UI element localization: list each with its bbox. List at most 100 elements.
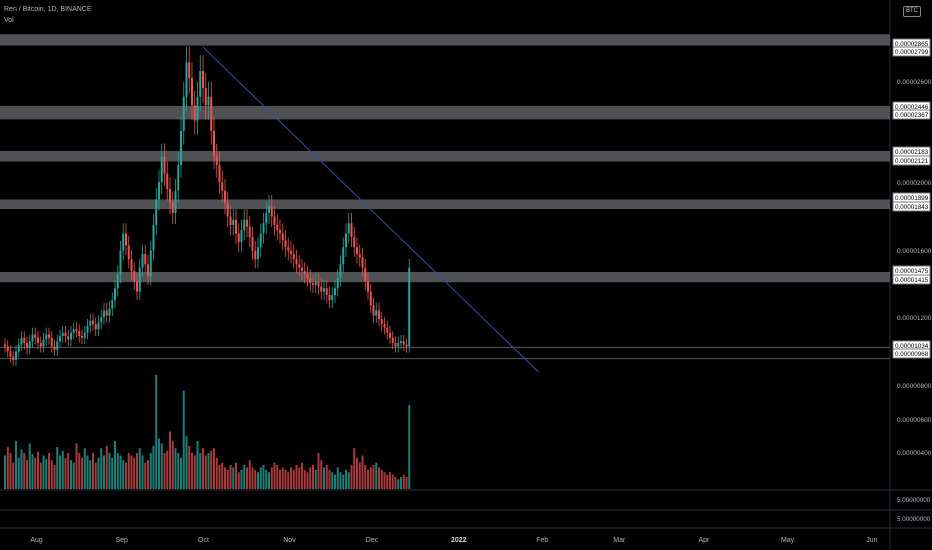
volume-bar-47 <box>133 457 136 489</box>
candle-95 <box>265 202 268 234</box>
price-label: 0.00002367 <box>895 112 929 119</box>
resistance-zone-4 <box>0 271 890 283</box>
volume-bar-35 <box>100 448 103 489</box>
volume-bar-46 <box>130 455 133 489</box>
volume-bar-82 <box>229 465 232 489</box>
volume-indicator-label[interactable]: Vol <box>4 17 14 24</box>
candle-55 <box>155 187 158 236</box>
candle-59 <box>166 161 169 201</box>
candle-body <box>210 96 213 131</box>
volume-bar-67 <box>188 445 191 489</box>
volume-bar-63 <box>177 453 180 489</box>
candle-body <box>391 337 394 343</box>
candle-body <box>70 332 72 340</box>
volume-bar-121 <box>336 467 339 489</box>
volume-bar-130 <box>361 455 364 489</box>
candle-68 <box>191 62 193 120</box>
candle-body <box>339 264 342 278</box>
candle-body <box>262 223 265 234</box>
x-tick-label: Dec <box>366 537 379 544</box>
price-label-box <box>892 201 931 212</box>
volume-bar-43 <box>122 460 125 489</box>
candle-105 <box>292 244 295 269</box>
candle-50 <box>141 244 144 277</box>
volume-bar-78 <box>218 465 221 489</box>
candle-112 <box>312 274 314 294</box>
candle-body <box>397 342 400 347</box>
candle-body <box>292 254 295 260</box>
volume-bar-116 <box>323 467 325 489</box>
candle-64 <box>180 117 182 178</box>
volume-bar-145 <box>402 474 405 489</box>
candle-83 <box>232 209 235 236</box>
candle-46 <box>130 249 133 280</box>
price-label-box <box>892 109 931 120</box>
candle-body <box>243 219 246 231</box>
price-label-box <box>892 274 931 285</box>
volume-bar-73 <box>204 455 207 489</box>
volume-bar-45 <box>127 453 130 489</box>
candle-42 <box>119 241 122 284</box>
candle-74 <box>207 81 210 120</box>
candle-body <box>334 288 336 296</box>
candle-89 <box>248 216 251 247</box>
candle-41 <box>116 265 119 297</box>
volume-bar-135 <box>375 462 378 489</box>
currency-badge[interactable]: BTC <box>903 6 921 17</box>
volume-bar-101 <box>281 467 284 489</box>
x-tick-label: Aug <box>30 537 43 544</box>
candle-135 <box>375 302 378 323</box>
candle-108 <box>301 258 303 280</box>
volume-bar-134 <box>372 465 375 489</box>
volume-bar-44 <box>125 462 127 489</box>
volume-bar-61 <box>171 441 174 489</box>
candle-132 <box>367 272 369 300</box>
candle-16 <box>48 327 50 345</box>
candle-body <box>400 341 402 343</box>
candle-142 <box>394 336 397 353</box>
candle-body <box>141 254 144 268</box>
volume-bar-39 <box>111 457 114 489</box>
candle-body <box>281 233 284 241</box>
candle-144 <box>400 334 402 350</box>
resistance-zone-0 <box>0 34 890 46</box>
candle-body <box>61 332 64 337</box>
candle-61 <box>171 191 174 224</box>
candle-119 <box>331 287 334 309</box>
candle-body <box>130 259 133 272</box>
candle-body <box>358 254 361 258</box>
volume-bar-91 <box>254 469 257 489</box>
candle-58 <box>163 143 166 186</box>
volume-bar-86 <box>240 469 243 489</box>
volume-bar-138 <box>383 472 386 489</box>
candle-body <box>119 250 122 275</box>
volume-bar-142 <box>394 477 397 489</box>
volume-bar-98 <box>273 462 276 489</box>
volume-bar-49 <box>138 448 141 489</box>
candle-body <box>350 223 353 237</box>
volume-bar-113 <box>314 469 317 489</box>
candle-body <box>67 336 70 340</box>
candle-72 <box>202 55 204 104</box>
candle-28 <box>81 329 83 345</box>
candle-123 <box>342 237 345 274</box>
volume-bar-23 <box>67 453 70 489</box>
candle-118 <box>328 287 331 309</box>
candle-body <box>328 295 331 301</box>
price-tick-label: 0.00000600 <box>897 417 932 424</box>
candle-78 <box>218 152 221 195</box>
candle-body <box>64 332 67 337</box>
candle-body <box>369 291 372 306</box>
candle-138 <box>383 317 386 335</box>
candle-body <box>158 182 160 200</box>
candle-body <box>287 247 290 251</box>
candle-93 <box>259 223 262 257</box>
volume-bar-139 <box>386 474 389 489</box>
volume-bar-62 <box>174 448 177 489</box>
candle-129 <box>358 244 361 267</box>
candle-133 <box>369 283 372 313</box>
volume-bar-106 <box>295 465 298 489</box>
candle-128 <box>356 237 358 264</box>
candle-30 <box>86 318 89 340</box>
